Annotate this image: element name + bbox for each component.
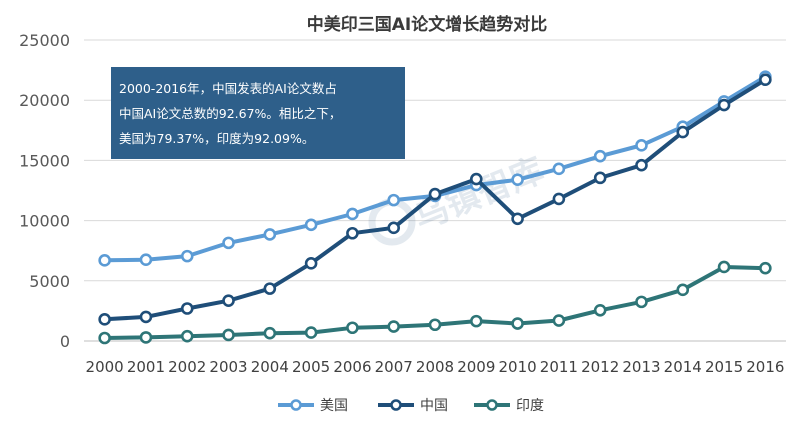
data-point	[676, 125, 690, 139]
data-point	[346, 226, 359, 240]
legend-item: 美国	[278, 398, 348, 414]
data-point	[593, 149, 607, 163]
annotation-box: 2000-2016年，中国发表的AI论文数占 中国AI论文总数的92.67%。相…	[111, 67, 405, 159]
y-tick-label: 20000	[19, 91, 70, 110]
x-tick-label: 2016	[746, 358, 784, 376]
x-tick-label: 2001	[127, 358, 165, 376]
data-point	[511, 173, 524, 186]
data-point	[469, 314, 483, 328]
data-point	[98, 313, 111, 326]
legend-item: 中国	[378, 398, 448, 414]
data-point	[635, 295, 648, 309]
y-tick-label: 0	[60, 332, 70, 351]
y-tick-label: 10000	[19, 212, 70, 231]
x-tick-label: 2007	[375, 358, 413, 376]
x-axis: 2000 2001 2002 2003 2004 2005 2006 2007 2008 2009…	[86, 358, 785, 376]
x-tick-label: 2006	[333, 358, 371, 376]
legend-item: 印度	[474, 398, 544, 414]
x-tick-label: 2009	[457, 358, 495, 376]
x-tick-label: 2008	[416, 358, 454, 376]
x-tick-label: 2004	[251, 358, 289, 376]
data-point	[387, 221, 401, 235]
x-tick-label: 2003	[209, 358, 247, 376]
data-point	[304, 257, 318, 270]
y-axis: 0 5000 10000 15000 20000 25000	[19, 31, 70, 351]
data-point	[263, 326, 277, 340]
legend-label: 印度	[516, 398, 544, 414]
legend-marker	[290, 399, 302, 411]
data-point	[511, 212, 524, 226]
x-tick-label: 2000	[86, 358, 124, 376]
data-point	[635, 158, 648, 172]
data-point	[346, 207, 359, 221]
x-tick-label: 2002	[168, 358, 206, 376]
legend-marker	[390, 399, 402, 411]
data-point	[717, 98, 731, 112]
y-tick-label: 25000	[19, 31, 70, 50]
data-point	[222, 328, 235, 342]
data-point	[511, 317, 524, 330]
legend-marker	[486, 399, 498, 411]
data-point	[759, 73, 772, 87]
data-point	[139, 253, 153, 267]
data-point	[593, 303, 607, 317]
data-point	[552, 162, 566, 176]
x-tick-label: 2013	[622, 358, 660, 376]
x-tick-label: 2012	[581, 358, 619, 376]
data-point	[180, 302, 194, 315]
data-point	[635, 139, 648, 152]
data-point	[676, 283, 690, 297]
data-point	[469, 172, 483, 186]
data-point	[139, 331, 153, 344]
y-tick-label: 5000	[29, 272, 70, 291]
data-point	[222, 236, 235, 250]
data-point	[387, 320, 401, 333]
data-point	[180, 329, 194, 343]
data-point	[304, 218, 318, 232]
data-point	[346, 321, 359, 335]
data-point	[552, 314, 566, 327]
data-point	[222, 294, 235, 307]
annotation-line-3: 美国为79.37%，印度为92.09%。	[119, 131, 315, 146]
data-point	[98, 331, 111, 345]
legend-label: 中国	[420, 398, 448, 414]
x-tick-label: 2011	[540, 358, 578, 376]
series-中国	[98, 73, 772, 326]
data-point	[387, 193, 401, 207]
legend: 美国 中国 印度	[278, 398, 544, 414]
y-tick-label: 15000	[19, 151, 70, 170]
data-point	[180, 249, 194, 263]
legend-label: 美国	[320, 398, 348, 414]
data-point	[263, 228, 277, 241]
data-point	[98, 254, 111, 267]
data-point	[304, 326, 318, 339]
x-tick-label: 2005	[292, 358, 330, 376]
series-layer	[98, 70, 772, 345]
data-point	[428, 187, 442, 201]
data-point	[593, 171, 607, 185]
x-tick-label: 2015	[705, 358, 743, 376]
data-point	[139, 310, 153, 324]
data-point	[428, 318, 442, 332]
x-tick-label: 2014	[664, 358, 702, 376]
data-point	[263, 282, 277, 295]
annotation-line-2: 中国AI论文总数的92.67%。相比之下，	[119, 106, 342, 121]
chart-title: 中美印三国AI论文增长趋势对比	[307, 14, 547, 35]
annotation-line-1: 2000-2016年，中国发表的AI论文数占	[119, 81, 337, 96]
data-point	[759, 261, 772, 275]
x-tick-label: 2010	[498, 358, 536, 376]
data-point	[717, 260, 731, 274]
series-印度	[98, 260, 772, 345]
data-point	[552, 192, 566, 206]
